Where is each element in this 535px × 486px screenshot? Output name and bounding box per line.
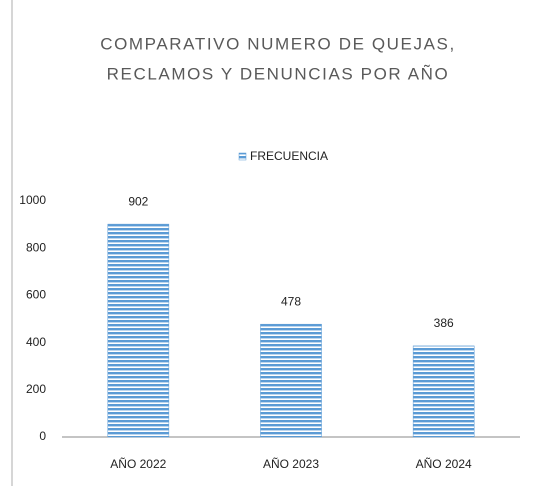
y-tick-label: 0 xyxy=(39,429,46,443)
data-label: 386 xyxy=(434,316,454,330)
chart-title: COMPARATIVO NUMERO DE QUEJAS, xyxy=(100,34,456,53)
chart-title: RECLAMOS Y DENUNCIAS POR AÑO xyxy=(107,64,450,83)
x-tick-label: AÑO 2022 xyxy=(110,457,166,471)
y-tick-label: 200 xyxy=(26,382,46,396)
x-tick-label: AÑO 2023 xyxy=(263,457,319,471)
y-tick-label: 1000 xyxy=(19,193,46,207)
bar xyxy=(260,323,322,438)
data-label: 902 xyxy=(128,194,148,208)
data-label: 478 xyxy=(281,294,301,308)
bar xyxy=(412,345,475,438)
legend-label: FRECUENCIA xyxy=(250,149,328,163)
bar xyxy=(107,223,170,438)
x-tick-label: AÑO 2024 xyxy=(416,457,472,471)
y-tick-label: 400 xyxy=(26,335,46,349)
legend-swatch xyxy=(238,152,247,161)
y-tick-label: 600 xyxy=(26,288,46,302)
y-tick-label: 800 xyxy=(26,240,46,254)
